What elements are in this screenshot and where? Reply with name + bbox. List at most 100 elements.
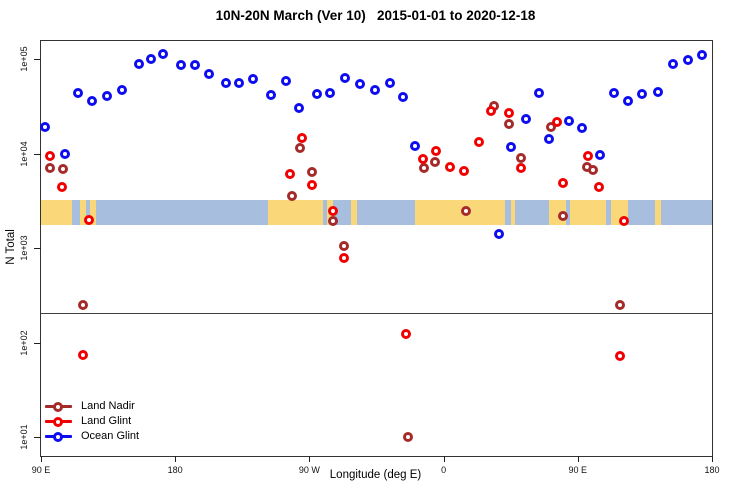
data-point-land-glint xyxy=(614,350,625,361)
data-point-land-nadir xyxy=(295,142,306,153)
x-axis-tick-label: 90 E xyxy=(31,465,51,475)
plot-area: Land Nadir Land Glint Ocean Glint 90 E 180 9… xyxy=(19,40,720,475)
data-point-ocean-glint xyxy=(608,87,619,98)
world-map-band-land xyxy=(351,200,358,226)
world-map-band-land xyxy=(41,200,73,226)
legend-line-swatch xyxy=(45,401,72,412)
data-point-land-nadir xyxy=(545,122,556,133)
data-point-land-glint xyxy=(77,349,88,360)
x-axis-tick-label: 0 xyxy=(441,465,447,475)
data-point-land-glint xyxy=(474,137,485,148)
data-point-ocean-glint xyxy=(520,114,531,125)
data-point-land-glint xyxy=(504,107,515,118)
data-point-ocean-glint xyxy=(325,87,336,98)
data-point-land-nadir xyxy=(328,216,339,226)
x-axis-tick xyxy=(577,456,579,462)
x-axis-tick-label: 180 xyxy=(167,465,183,475)
y-axis-tick xyxy=(34,342,41,344)
data-point-ocean-glint xyxy=(146,54,157,64)
data-point-ocean-glint xyxy=(410,141,421,152)
x-axis-tick-label: 90 E xyxy=(568,465,588,475)
data-point-ocean-glint xyxy=(668,58,679,69)
data-point-ocean-glint xyxy=(176,59,187,70)
data-point-land-glint xyxy=(516,163,527,174)
data-point-land-nadir xyxy=(614,299,625,310)
legend-open-circle-icon xyxy=(53,401,63,412)
data-point-ocean-glint xyxy=(73,87,84,98)
legend-row-land-nadir: Land Nadir xyxy=(45,399,139,414)
data-point-land-glint xyxy=(338,253,349,264)
data-point-land-glint xyxy=(83,214,94,225)
data-point-ocean-glint xyxy=(653,86,664,97)
data-point-ocean-glint xyxy=(116,84,127,95)
data-point-ocean-glint xyxy=(696,50,707,61)
legend-row-ocean-glint: Ocean Glint xyxy=(45,429,139,444)
world-map-band-land xyxy=(655,200,662,226)
world-map-band-land xyxy=(510,200,516,226)
data-point-land-nadir xyxy=(44,163,55,174)
x-axis-tick-label: 90 W xyxy=(298,465,320,475)
data-point-land-glint xyxy=(459,166,470,177)
data-point-land-glint xyxy=(44,151,55,162)
world-map-band-land xyxy=(415,200,505,226)
y-axis-tick-label: 1e+02 xyxy=(19,329,29,356)
data-point-ocean-glint xyxy=(134,58,145,69)
data-point-ocean-glint xyxy=(280,76,291,87)
data-point-ocean-glint xyxy=(247,74,258,85)
data-point-land-glint xyxy=(56,182,67,193)
legend-open-circle-icon xyxy=(53,431,63,442)
legend-label: Ocean Glint xyxy=(81,430,140,442)
world-map-band-land xyxy=(570,200,607,226)
data-point-ocean-glint xyxy=(493,229,504,240)
data-point-land-nadir xyxy=(557,210,568,221)
data-point-ocean-glint xyxy=(311,88,322,99)
world-map-band-land xyxy=(267,200,323,226)
data-point-land-nadir xyxy=(58,163,69,174)
data-point-land-glint xyxy=(296,132,307,143)
data-point-ocean-glint xyxy=(384,77,395,88)
legend-label: Land Nadir xyxy=(81,400,135,412)
x-axis-title: Longitude (deg E) xyxy=(329,469,422,481)
legend-row-land-glint: Land Glint xyxy=(45,414,139,429)
legend-label: Land Glint xyxy=(81,415,132,427)
y-axis-tick xyxy=(34,153,41,155)
data-point-ocean-glint xyxy=(683,55,694,66)
data-point-ocean-glint xyxy=(544,134,555,145)
x-axis-tick-label: 180 xyxy=(704,465,720,475)
data-point-ocean-glint xyxy=(265,89,276,100)
data-point-land-glint xyxy=(619,216,630,226)
data-point-land-nadir xyxy=(419,163,430,174)
data-point-ocean-glint xyxy=(505,142,516,153)
x-axis-tick xyxy=(175,456,177,462)
legend-open-circle-icon xyxy=(53,416,63,427)
data-point-land-nadir xyxy=(587,164,598,175)
data-point-ocean-glint xyxy=(59,148,70,159)
legend-line-swatch xyxy=(45,416,72,427)
data-point-land-nadir xyxy=(402,432,413,442)
x-axis-tick xyxy=(309,456,311,462)
y-axis-tick-label: 1e+01 xyxy=(19,424,29,450)
data-point-ocean-glint xyxy=(534,87,545,98)
data-point-land-glint xyxy=(431,146,442,157)
data-point-land-glint xyxy=(307,180,318,191)
data-point-land-nadir xyxy=(460,206,471,217)
chart-title: 10N-20N March (Ver 10) 2015-01-01 to 202… xyxy=(215,8,536,23)
y-axis-tick-label: 1e+03 xyxy=(19,235,29,261)
y-axis-tick xyxy=(34,59,41,60)
data-point-land-glint xyxy=(583,151,594,162)
data-point-ocean-glint xyxy=(595,150,606,161)
data-point-ocean-glint xyxy=(398,91,409,102)
data-point-ocean-glint xyxy=(234,77,245,88)
data-point-ocean-glint xyxy=(189,59,200,70)
data-point-land-nadir xyxy=(286,191,297,201)
data-point-ocean-glint xyxy=(340,72,351,83)
data-point-ocean-glint xyxy=(101,90,112,101)
data-point-land-nadir xyxy=(338,240,349,251)
data-point-land-glint xyxy=(593,182,604,193)
data-point-ocean-glint xyxy=(86,95,97,106)
data-point-ocean-glint xyxy=(355,78,366,89)
data-point-land-glint xyxy=(417,154,428,165)
x-axis-tick xyxy=(41,456,42,462)
data-point-land-glint xyxy=(444,161,455,172)
